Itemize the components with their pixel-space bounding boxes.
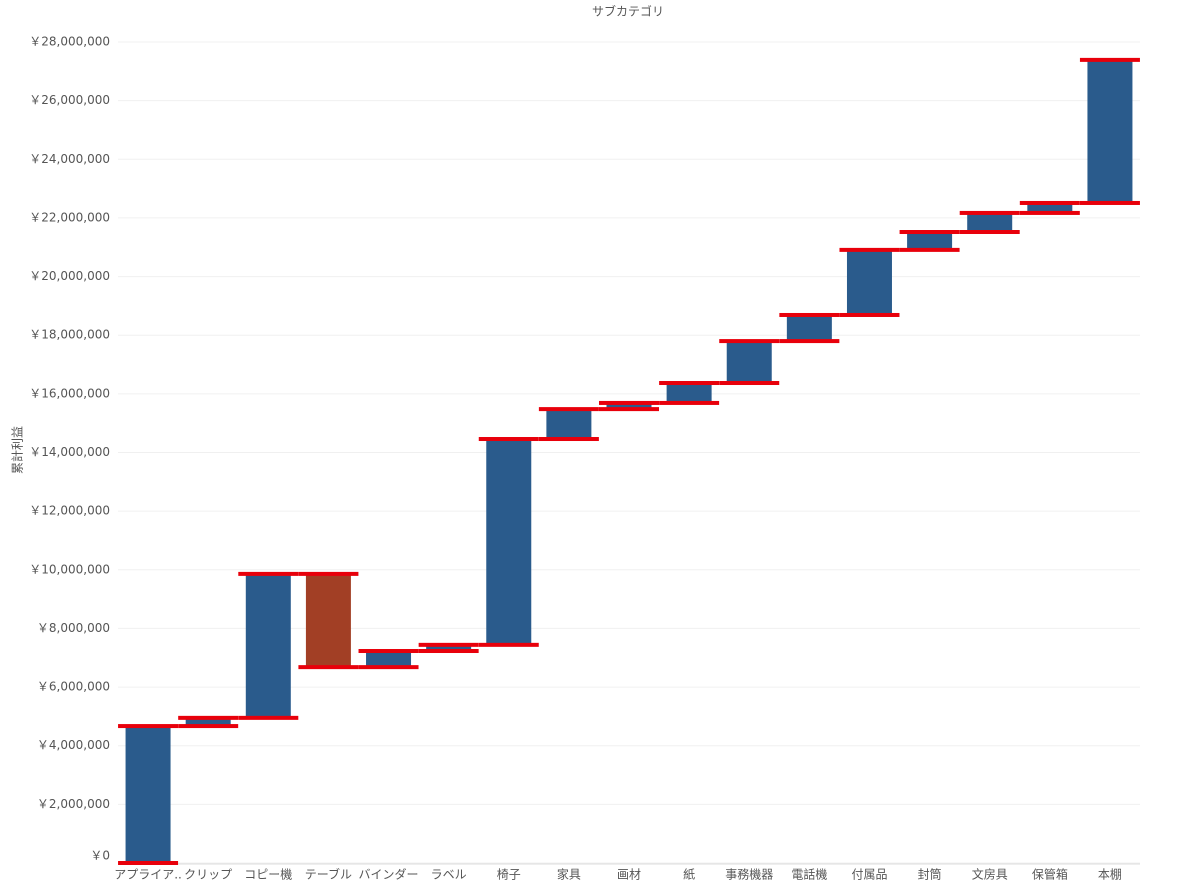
level-line (418, 649, 479, 654)
level-line (839, 247, 900, 252)
x-tick-label: バインダー (359, 867, 419, 882)
level-line (538, 437, 599, 442)
y-tick-label: ￥20,000,000 (29, 269, 110, 283)
level-line (1079, 57, 1140, 62)
y-tick-label: ￥16,000,000 (29, 386, 110, 400)
level-line (779, 312, 840, 317)
x-tick-label: 付属品 (851, 868, 887, 882)
y-tick-label: ￥0 (90, 849, 110, 863)
level-line (118, 724, 179, 729)
y-tick-label: ￥14,000,000 (29, 445, 110, 459)
y-tick-label: ￥28,000,000 (29, 35, 110, 49)
level-line (358, 649, 419, 654)
level-line (298, 571, 359, 576)
y-tick-label: ￥6,000,000 (37, 680, 110, 694)
level-line (238, 715, 299, 720)
x-tick-label: 封筒 (918, 867, 942, 882)
bar (726, 341, 772, 384)
level-line (779, 339, 840, 344)
bar (666, 383, 712, 403)
level-line (659, 400, 720, 405)
y-tick-label: ￥12,000,000 (29, 504, 110, 518)
level-line (599, 407, 659, 412)
y-tick-label: ￥8,000,000 (37, 621, 110, 635)
bar (1087, 59, 1133, 203)
level-line (478, 642, 539, 647)
y-tick-label: ￥24,000,000 (29, 152, 110, 166)
x-tick-label: ラベル (431, 868, 467, 882)
level-line (1019, 200, 1080, 205)
bar (967, 212, 1013, 233)
level-line (599, 400, 659, 405)
x-tick-label: 椅子 (497, 868, 521, 882)
y-tick-label: ￥18,000,000 (29, 328, 110, 342)
bar (606, 402, 652, 410)
level-line (719, 339, 780, 344)
x-tick-label: 保管箱 (1032, 867, 1068, 882)
bar (786, 314, 832, 342)
level-line (899, 230, 960, 235)
bar (185, 717, 231, 727)
bar (125, 726, 171, 863)
y-tick-label: ￥2,000,000 (37, 797, 110, 811)
bar (846, 249, 892, 315)
level-line (178, 724, 239, 729)
x-tick-label: 電話機 (791, 867, 827, 882)
y-tick-label: ￥22,000,000 (29, 210, 110, 224)
y-axis-label: 累計利益 (10, 426, 25, 474)
x-tick-label: クリップ (184, 868, 232, 882)
level-line (118, 861, 179, 865)
bar (486, 439, 532, 645)
bar (546, 409, 592, 440)
level-line (1019, 210, 1080, 215)
level-line (839, 312, 900, 317)
x-tick-label: アプライア.. (114, 868, 182, 882)
level-line (238, 571, 299, 576)
y-tick-label: ￥26,000,000 (29, 93, 110, 107)
x-tick-label: 事務機器 (725, 867, 773, 882)
level-line (899, 247, 960, 252)
bar (305, 573, 351, 668)
bar (245, 573, 291, 718)
level-line (719, 381, 780, 386)
y-tick-label: ￥10,000,000 (29, 562, 110, 576)
x-tick-label: 紙 (683, 867, 695, 882)
level-line (959, 230, 1020, 235)
bar (1027, 202, 1073, 213)
level-line (478, 437, 539, 442)
x-tick-label: 家具 (557, 867, 581, 882)
x-tick-label: 本棚 (1098, 867, 1122, 882)
level-line (298, 665, 359, 670)
bar (366, 651, 412, 668)
bar (426, 644, 472, 652)
level-line (1079, 200, 1140, 205)
x-tick-label: テーブル (305, 867, 352, 882)
level-line (418, 642, 479, 647)
level-line (959, 210, 1020, 215)
x-tick-label: 画材 (617, 868, 641, 882)
level-line (659, 381, 720, 386)
y-tick-label: ￥4,000,000 (37, 738, 110, 752)
level-line (178, 715, 239, 720)
level-line (358, 665, 419, 670)
x-tick-label: コピー機 (244, 867, 292, 882)
bar (907, 232, 953, 250)
x-tick-label: 文房具 (972, 867, 1008, 882)
chart-title: サブカテゴリ (592, 4, 664, 19)
level-line (538, 407, 599, 412)
